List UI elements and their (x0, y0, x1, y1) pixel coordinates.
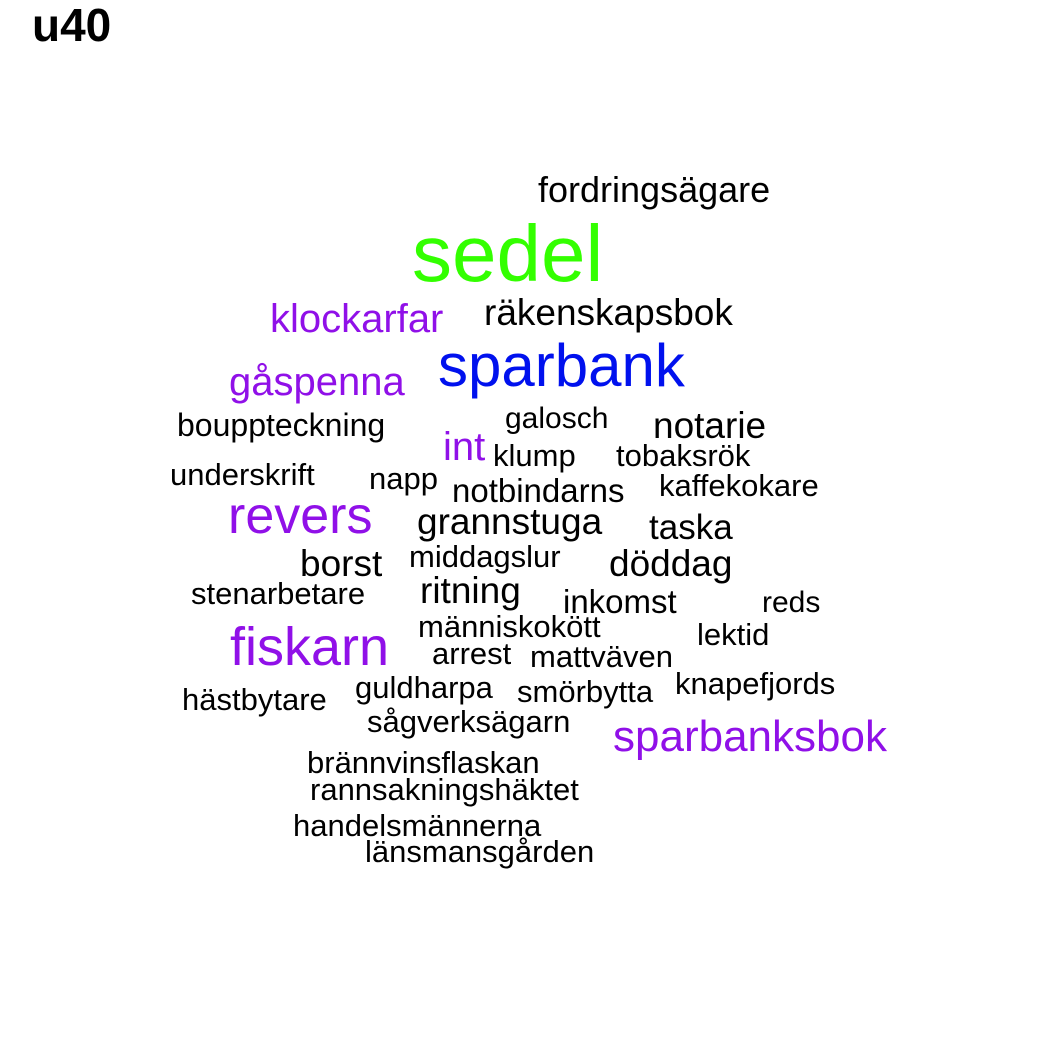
cloud-word: fordringsägare (538, 169, 771, 210)
cloud-word: taska (649, 508, 733, 547)
cloud-word: kaffekokare (659, 468, 819, 503)
cloud-word: smörbytta (517, 674, 654, 709)
cloud-word: sedel (412, 209, 604, 298)
cloud-word: mattväven (530, 639, 674, 674)
cloud-word: inkomst (563, 583, 677, 620)
cloud-word: notbindarns (452, 472, 625, 509)
cloud-word: ritning (420, 570, 521, 611)
cloud-word: tobaksrök (616, 438, 751, 473)
cloud-word: int (443, 425, 486, 469)
cloud-word: middagslur (409, 539, 561, 574)
cloud-word: grannstuga (417, 501, 603, 542)
cloud-word: galosch (505, 402, 609, 435)
cloud-word: döddag (609, 543, 733, 584)
cloud-word: sparbanksbok (613, 712, 887, 761)
cloud-word: klockarfar (270, 297, 444, 341)
cloud-word: handelsmännerna (293, 808, 542, 843)
cloud-word: gåspenna (229, 360, 405, 404)
cloud-word: rannsakningshäktet (310, 772, 579, 807)
cloud-word: hästbytare (182, 682, 327, 717)
cloud-word: fiskarn (230, 617, 390, 677)
cloud-word: guldharpa (355, 670, 493, 705)
cloud-word: stenarbetare (191, 576, 366, 611)
cloud-word: revers (228, 487, 373, 545)
cloud-word: lektid (697, 617, 770, 652)
cloud-word: underskrift (170, 457, 315, 492)
cloud-word: brännvinsflaskan (307, 745, 540, 780)
cloud-word: människokött (418, 609, 601, 644)
cloud-word: knapefjords (675, 666, 836, 701)
cloud-word: reds (762, 586, 821, 619)
cloud-word: arrest (432, 636, 512, 671)
cloud-word: sågverksägarn (367, 704, 571, 739)
cloud-word: napp (369, 461, 438, 496)
cloud-word: bouppteckning (177, 407, 386, 443)
cloud-word: klump (493, 438, 576, 473)
cloud-word: länsmansgården (365, 834, 595, 869)
page-title: u40 (32, 0, 112, 51)
cloud-word: räkenskapsbok (484, 292, 733, 333)
cloud-word: borst (300, 543, 383, 584)
cloud-word: sparbank (438, 332, 685, 399)
cloud-word: notarie (653, 405, 767, 446)
